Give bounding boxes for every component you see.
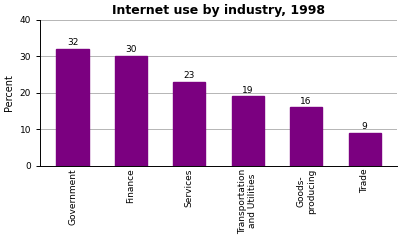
Bar [232,96,264,166]
Bar [57,49,89,166]
Title: Internet use by industry, 1998: Internet use by industry, 1998 [112,4,325,17]
Text: 9: 9 [362,122,367,131]
Text: 30: 30 [125,45,137,55]
Bar [290,107,322,166]
Bar [173,82,205,166]
Bar [115,56,147,166]
Bar [348,133,381,166]
Text: 23: 23 [184,71,195,80]
Text: 16: 16 [300,97,312,105]
Y-axis label: Percent: Percent [4,74,14,111]
Text: 32: 32 [67,38,78,47]
Text: 19: 19 [242,86,253,94]
